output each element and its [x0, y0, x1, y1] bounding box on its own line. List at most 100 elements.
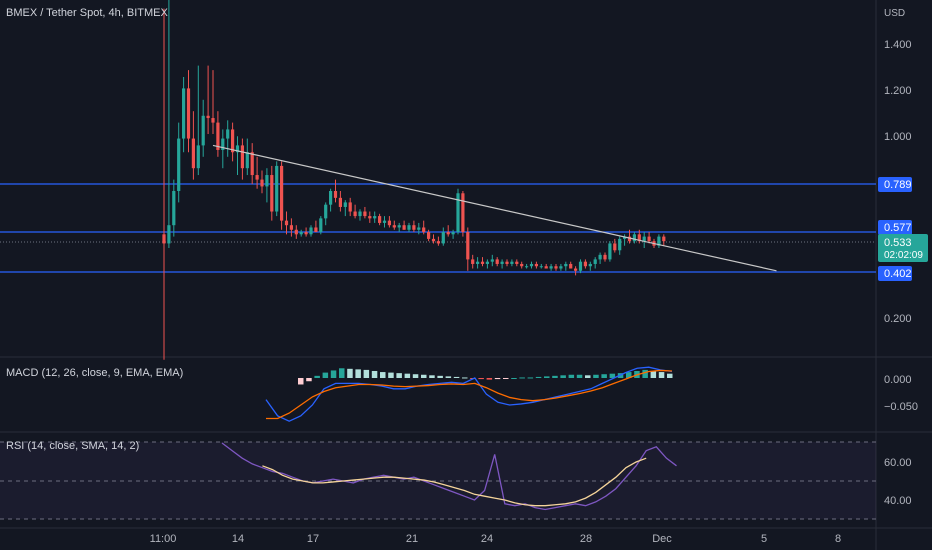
candle-body — [378, 216, 382, 223]
time-tick-8: 8 — [835, 533, 841, 545]
candle-body — [182, 88, 186, 139]
macd-histogram-bar — [527, 377, 534, 379]
candle-body — [500, 261, 504, 264]
rsi-label: RSI (14, close, SMA, 14, 2) — [6, 440, 139, 452]
macd-histogram-bar — [306, 378, 312, 382]
candle-body — [623, 236, 627, 239]
candle-body — [235, 145, 240, 153]
candle-body — [206, 115, 210, 119]
level-label-0402-bg — [878, 266, 912, 281]
candle-body — [299, 232, 303, 235]
last-price-countdown: 02:02:09 — [884, 250, 923, 261]
candle-body — [363, 211, 367, 217]
candle-body — [529, 263, 534, 267]
candle-body — [632, 234, 636, 242]
candle-body — [574, 268, 578, 271]
candle-body — [485, 261, 489, 264]
level-label-0577-bg — [878, 220, 912, 235]
macd-histogram-bar — [355, 369, 361, 378]
candle-body — [510, 261, 514, 264]
macd-histogram-bar — [494, 378, 501, 380]
candle-body — [422, 227, 426, 233]
macd-histogram-bar — [388, 372, 394, 378]
macd-histogram-bar — [486, 378, 493, 380]
candle-body — [329, 191, 333, 205]
candle-body — [177, 138, 181, 191]
candle-body — [382, 220, 387, 223]
candle-body — [221, 138, 225, 150]
candle-body — [603, 254, 607, 260]
candle-body — [353, 211, 357, 217]
candle-body — [476, 261, 480, 264]
candle-body — [255, 175, 259, 180]
macd-histogram-bar — [445, 376, 452, 378]
candle-body — [456, 193, 460, 233]
candle-body — [167, 225, 171, 244]
macd-group — [265, 366, 673, 422]
candle-body — [412, 225, 416, 230]
candle-body — [343, 202, 347, 207]
rsi-tick-60: 60.00 — [884, 457, 912, 469]
candle-body — [358, 211, 362, 217]
candle-body — [270, 175, 274, 212]
candle-body — [431, 238, 436, 242]
candle-body — [216, 122, 220, 150]
candle-body — [569, 263, 573, 269]
candle-body — [539, 266, 543, 268]
candle-body — [280, 165, 284, 221]
candle-body — [515, 261, 519, 264]
candle-body — [402, 225, 406, 230]
candle-body — [417, 227, 421, 230]
time-tick-17: 17 — [307, 533, 319, 545]
time-tick-5: 5 — [761, 533, 767, 545]
macd-histogram-bar — [421, 374, 427, 378]
macd-histogram-bar — [642, 369, 648, 378]
candle-body — [618, 238, 622, 251]
macd-histogram-bar — [298, 378, 304, 385]
macd-histogram-bar — [363, 369, 370, 378]
candle-body — [211, 118, 215, 123]
candle-body — [231, 129, 235, 153]
time-tick-24: 24 — [481, 533, 493, 545]
price-tick-1200: 1.200 — [884, 85, 912, 97]
macd-histogram-bar — [437, 375, 443, 378]
macd-histogram-bar — [396, 373, 402, 378]
candle-body — [598, 254, 602, 260]
candle-body — [284, 220, 289, 226]
macd-histogram-bar — [609, 373, 616, 378]
price-tick-0200: 0.200 — [884, 313, 912, 325]
rsi-line — [221, 442, 677, 511]
candle-body — [647, 236, 651, 242]
candle-body — [191, 138, 195, 169]
macd-histogram-bar — [478, 378, 484, 380]
candle-body — [480, 261, 485, 264]
candle-body — [162, 234, 166, 244]
candle-body — [627, 236, 632, 242]
candle-body — [564, 263, 568, 267]
candle-body — [495, 259, 499, 264]
candle-body — [451, 232, 455, 235]
trendline[interactable] — [212, 144, 777, 272]
candles-group — [162, 0, 666, 360]
macd-histogram-bar — [330, 370, 337, 378]
candle-body — [549, 266, 553, 269]
candle-body — [265, 175, 269, 187]
rsi-tick-40: 40.00 — [884, 495, 912, 507]
macd-histogram-bar — [462, 377, 468, 379]
price-tick-1000: 1.000 — [884, 131, 912, 143]
candle-body — [505, 261, 509, 264]
macd-histogram-bar — [568, 374, 575, 378]
candle-body — [613, 243, 617, 251]
candle-body — [397, 225, 401, 228]
candle-body — [657, 236, 661, 246]
candle-body — [260, 179, 264, 187]
macd-histogram-bar — [658, 372, 665, 378]
macd-histogram-bar — [519, 377, 525, 379]
candle-body — [387, 220, 391, 226]
time-tick-14: 14 — [232, 533, 244, 545]
last-price-value: 0.533 — [884, 237, 912, 249]
macd-histogram-bar — [314, 375, 320, 378]
candle-body — [466, 232, 470, 260]
macd-histogram-bar — [535, 376, 542, 378]
